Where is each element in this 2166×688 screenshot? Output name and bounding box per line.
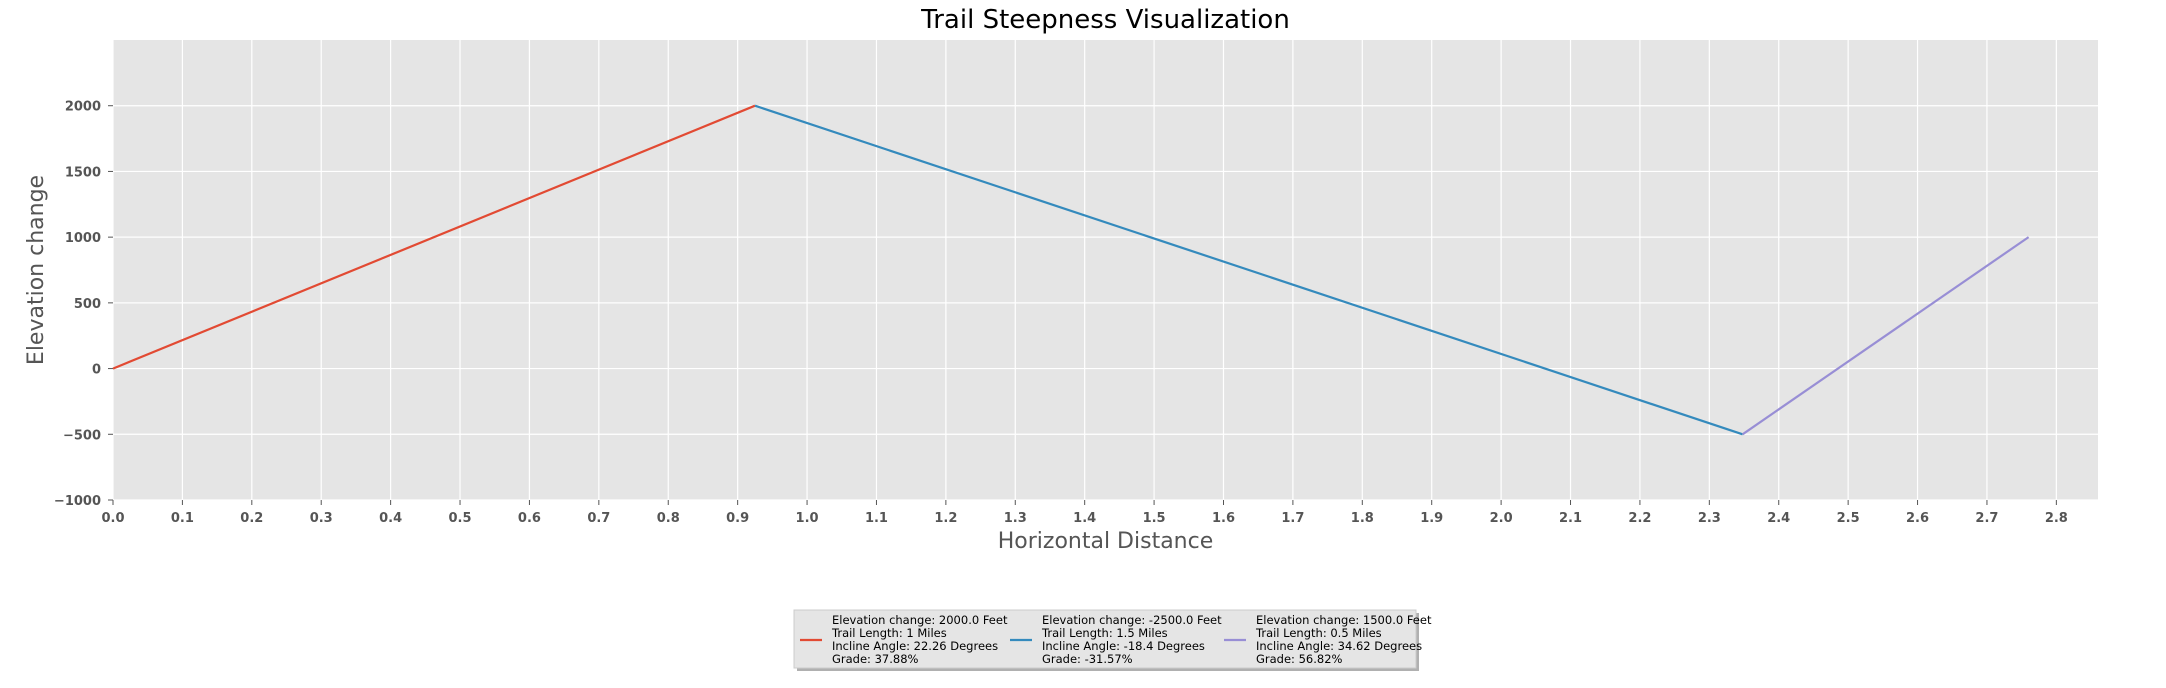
- x-tick-label: 0.1: [171, 511, 194, 526]
- x-tick-label: 2.1: [1559, 511, 1582, 526]
- legend-entry-1-line-1: Elevation change: 2000.0 Feet: [832, 613, 1008, 627]
- x-tick-label: 2.6: [1906, 511, 1929, 526]
- legend-entry-3-line-2: Trail Length: 0.5 Miles: [1255, 626, 1382, 640]
- x-tick-label: 2.0: [1490, 511, 1513, 526]
- legend-entry-2-line-4: Grade: -31.57%: [1042, 652, 1133, 666]
- legend-entry-3-line-3: Incline Angle: 34.62 Degrees: [1256, 639, 1422, 653]
- x-tick-label: 0.2: [240, 511, 263, 526]
- plot-area: [113, 40, 2098, 500]
- x-tick-label: 2.4: [1767, 511, 1790, 526]
- x-tick-label: 1.5: [1143, 511, 1166, 526]
- legend-entry-2-line-2: Trail Length: 1.5 Miles: [1041, 626, 1168, 640]
- x-tick-label: 0.8: [657, 511, 680, 526]
- y-tick-label: −1000: [54, 494, 101, 509]
- x-tick-label: 2.3: [1698, 511, 1721, 526]
- x-tick-label: 1.9: [1420, 511, 1443, 526]
- y-tick-label: 1000: [65, 231, 101, 246]
- x-tick-label: 2.7: [1975, 511, 1998, 526]
- x-tick-label: 1.7: [1281, 511, 1304, 526]
- x-tick-label: 1.1: [865, 511, 888, 526]
- x-tick-label: 0.6: [518, 511, 541, 526]
- x-tick-label: 2.5: [1837, 511, 1860, 526]
- y-tick-label: 0: [92, 363, 101, 378]
- legend-entry-3-line-1: Elevation change: 1500.0 Feet: [1256, 613, 1432, 627]
- series-line-3: [1741, 236, 2030, 436]
- legend-entry-3-line-4: Grade: 56.82%: [1256, 652, 1343, 666]
- legend-entry-2-line-1: Elevation change: -2500.0 Feet: [1042, 613, 1222, 627]
- x-tick-label: 0.7: [587, 511, 610, 526]
- x-tick-label: 1.0: [796, 511, 819, 526]
- y-tick-label: 2000: [65, 100, 101, 115]
- legend-entry-1-line-2: Trail Length: 1 Miles: [831, 626, 947, 640]
- x-tick-label: 0.0: [101, 511, 124, 526]
- y-tick-label: −500: [63, 428, 101, 443]
- x-tick-label: 0.5: [449, 511, 472, 526]
- x-tick-label: 2.8: [2045, 511, 2068, 526]
- chart-title: Trail Steepness Visualization: [920, 5, 1290, 35]
- series-line-2: [754, 104, 1743, 436]
- x-tick-label: 1.6: [1212, 511, 1235, 526]
- x-tick-label: 0.3: [310, 511, 333, 526]
- legend-entry-1-line-3: Incline Angle: 22.26 Degrees: [832, 639, 998, 653]
- y-axis-label: Elevation change: [24, 175, 49, 365]
- x-tick-label: 1.8: [1351, 511, 1374, 526]
- legend-entry-2-line-3: Incline Angle: -18.4 Degrees: [1042, 639, 1205, 653]
- y-tick-label: 500: [74, 297, 101, 312]
- series-lines: [112, 104, 2030, 436]
- grid-lines: [112, 40, 2098, 501]
- x-tick-label: 2.2: [1628, 511, 1651, 526]
- tick-marks: [108, 105, 2057, 505]
- x-tick-label: 0.9: [726, 511, 749, 526]
- tick-labels: 0.0 0.1 0.2 0.3 0.4 0.5 0.6 0.7 0.8 0.9 1.0 1.1 1.2 1…: [54, 100, 2068, 526]
- x-tick-label: 1.4: [1073, 511, 1096, 526]
- legend-entry-1-line-4: Grade: 37.88%: [832, 652, 919, 666]
- legend-box: [793, 609, 1417, 669]
- x-tick-label: 1.3: [1004, 511, 1027, 526]
- x-axis-label: Horizontal Distance: [998, 529, 1214, 554]
- y-tick-label: 1500: [65, 165, 101, 180]
- series-line-1: [112, 104, 756, 370]
- x-tick-label: 1.2: [934, 511, 957, 526]
- x-tick-label: 0.4: [379, 511, 402, 526]
